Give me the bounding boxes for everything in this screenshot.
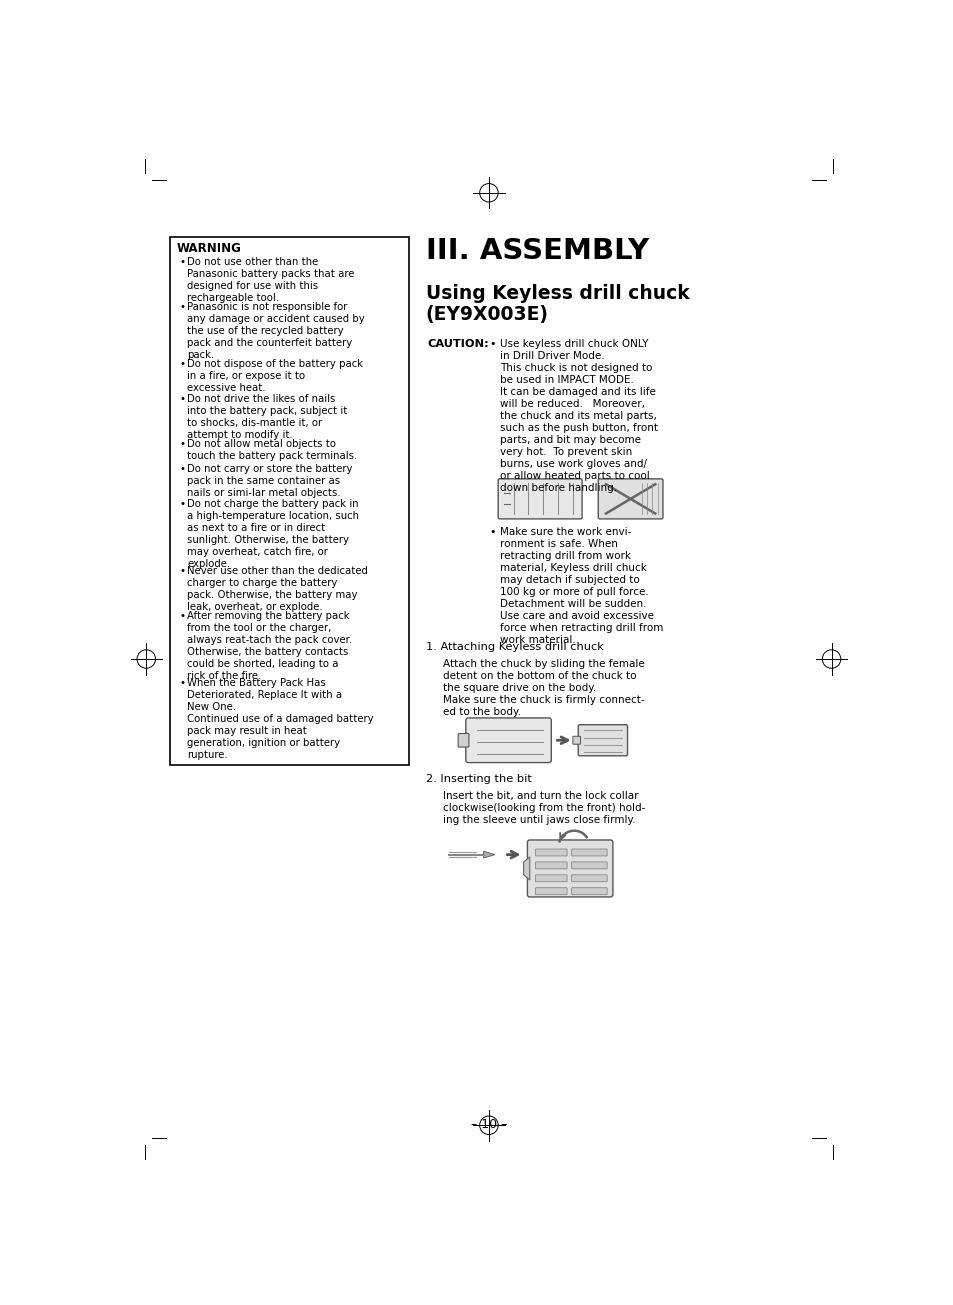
Text: •: • xyxy=(489,527,495,536)
FancyBboxPatch shape xyxy=(457,733,469,746)
FancyBboxPatch shape xyxy=(571,861,606,869)
FancyBboxPatch shape xyxy=(535,887,566,895)
FancyBboxPatch shape xyxy=(578,724,627,756)
FancyBboxPatch shape xyxy=(535,874,566,882)
Text: •: • xyxy=(179,359,185,368)
FancyBboxPatch shape xyxy=(535,861,566,869)
Text: – 10 –: – 10 – xyxy=(470,1118,507,1131)
Text: 2. Inserting the bit: 2. Inserting the bit xyxy=(425,774,531,784)
FancyBboxPatch shape xyxy=(535,850,566,856)
Text: Do not charge the battery pack in
a high-temperature location, such
as next to a: Do not charge the battery pack in a high… xyxy=(187,499,358,569)
Text: Panasonic is not responsible for
any damage or accident caused by
the use of the: Panasonic is not responsible for any dam… xyxy=(187,303,364,360)
FancyBboxPatch shape xyxy=(170,238,409,765)
Polygon shape xyxy=(523,857,529,880)
Text: •: • xyxy=(179,463,185,474)
Text: Attach the chuck by sliding the female
detent on the bottom of the chuck to
the : Attach the chuck by sliding the female d… xyxy=(442,659,644,716)
Text: Using Keyless drill chuck
(EY9X003E): Using Keyless drill chuck (EY9X003E) xyxy=(425,283,689,324)
Text: III. ASSEMBLY: III. ASSEMBLY xyxy=(425,238,648,265)
Polygon shape xyxy=(483,851,495,857)
Text: Insert the bit, and turn the lock collar
clockwise(looking from the front) hold-: Insert the bit, and turn the lock collar… xyxy=(442,791,644,825)
Text: WARNING: WARNING xyxy=(176,241,241,254)
Text: •: • xyxy=(179,303,185,312)
Text: After removing the battery pack
from the tool or the charger,
always reat-tach t: After removing the battery pack from the… xyxy=(187,612,352,681)
Text: Do not allow metal objects to
touch the battery pack terminals.: Do not allow metal objects to touch the … xyxy=(187,440,357,462)
Text: Do not carry or store the battery
pack in the same container as
nails or simi-la: Do not carry or store the battery pack i… xyxy=(187,463,353,499)
Text: •: • xyxy=(179,499,185,509)
FancyBboxPatch shape xyxy=(571,874,606,882)
FancyBboxPatch shape xyxy=(527,840,612,897)
Text: CAUTION:: CAUTION: xyxy=(427,339,489,350)
FancyBboxPatch shape xyxy=(571,850,606,856)
Text: Do not drive the likes of nails
into the battery pack, subject it
to shocks, dis: Do not drive the likes of nails into the… xyxy=(187,394,347,440)
FancyBboxPatch shape xyxy=(571,887,606,895)
Text: •: • xyxy=(179,566,185,576)
Text: •: • xyxy=(179,612,185,621)
FancyBboxPatch shape xyxy=(572,736,580,744)
Text: •: • xyxy=(489,339,495,350)
Text: •: • xyxy=(179,257,185,266)
Text: Never use other than the dedicated
charger to charge the battery
pack. Otherwise: Never use other than the dedicated charg… xyxy=(187,566,368,612)
Text: •: • xyxy=(179,394,185,403)
Text: •: • xyxy=(179,679,185,688)
Text: Do not dispose of the battery pack
in a fire, or expose it to
excessive heat.: Do not dispose of the battery pack in a … xyxy=(187,359,363,393)
Text: Do not use other than the
Panasonic battery packs that are
designed for use with: Do not use other than the Panasonic batt… xyxy=(187,257,355,303)
Text: When the Battery Pack Has
Deteriorated, Replace It with a
New One.
Continued use: When the Battery Pack Has Deteriorated, … xyxy=(187,679,374,761)
FancyBboxPatch shape xyxy=(598,479,662,519)
Text: •: • xyxy=(179,440,185,449)
FancyBboxPatch shape xyxy=(465,718,551,762)
FancyBboxPatch shape xyxy=(497,479,581,519)
Text: Make sure the work envi-
ronment is safe. When
retracting drill from work
materi: Make sure the work envi- ronment is safe… xyxy=(499,527,662,645)
Text: 1. Attaching Keyless drill chuck: 1. Attaching Keyless drill chuck xyxy=(425,642,603,652)
Text: Use keyless drill chuck ONLY
in Drill Driver Mode.
This chuck is not designed to: Use keyless drill chuck ONLY in Drill Dr… xyxy=(499,339,657,493)
